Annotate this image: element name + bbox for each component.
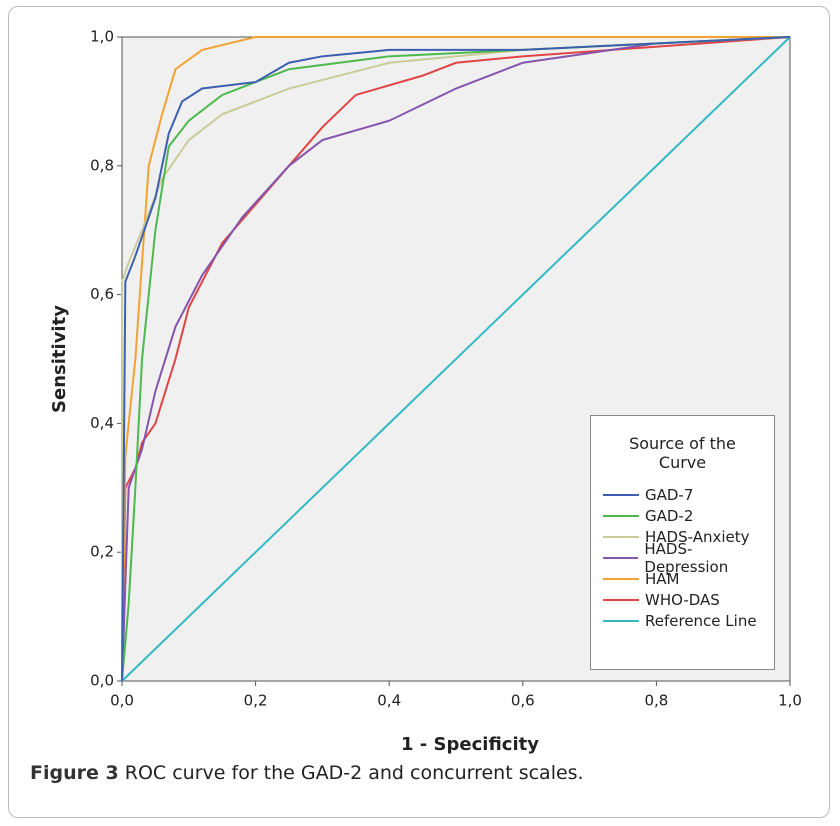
caption-label: Figure 3 (30, 762, 119, 784)
x-tick-label: 0,8 (644, 692, 668, 710)
y-tick-label: 0,2 (90, 543, 114, 561)
x-tick-label: 0,6 (511, 692, 535, 710)
legend-swatch (603, 536, 639, 538)
legend-swatch (603, 515, 639, 517)
legend-item: WHO-DAS (591, 589, 774, 610)
y-tick-label: 0,4 (90, 414, 114, 432)
legend-swatch (603, 494, 639, 496)
y-tick-label: 0,6 (90, 285, 114, 303)
y-tick-label: 1,0 (90, 28, 114, 46)
legend-title: Source of the Curve (611, 434, 754, 472)
x-tick-label: 0,0 (110, 692, 134, 710)
legend-label: WHO-DAS (645, 591, 720, 609)
caption: Figure 3 ROC curve for the GAD-2 and con… (30, 762, 584, 784)
legend-label: Reference Line (645, 612, 757, 630)
x-tick-label: 0,4 (377, 692, 401, 710)
legend-swatch (603, 578, 639, 580)
legend-swatch (603, 620, 639, 622)
y-tick-label: 0,8 (90, 156, 114, 174)
legend-item: GAD-2 (591, 505, 774, 526)
legend-swatch (603, 557, 638, 559)
y-axis-title: Sensitivity (49, 305, 70, 413)
x-axis-title: 1 - Specificity (401, 734, 539, 755)
caption-text: ROC curve for the GAD-2 and concurrent s… (125, 762, 584, 784)
x-tick-label: 1,0 (778, 692, 802, 710)
legend-swatch (603, 599, 639, 601)
legend-label: GAD-7 (645, 486, 693, 504)
legend-label: HAM (645, 570, 679, 588)
page: 1 - Specificity Sensitivity 0,0 0,2 0,4 0,6… (0, 0, 840, 826)
legend-label: GAD-2 (645, 507, 693, 525)
y-tick-label: 0,0 (90, 672, 114, 690)
x-tick-label: 0,2 (244, 692, 268, 710)
legend-item: GAD-7 (591, 484, 774, 505)
legend-item: Reference Line (591, 610, 774, 631)
chart: 1 - Specificity Sensitivity 0,0 0,2 0,4 0,6… (0, 0, 840, 826)
legend-item: HADS-Depression (591, 547, 774, 568)
